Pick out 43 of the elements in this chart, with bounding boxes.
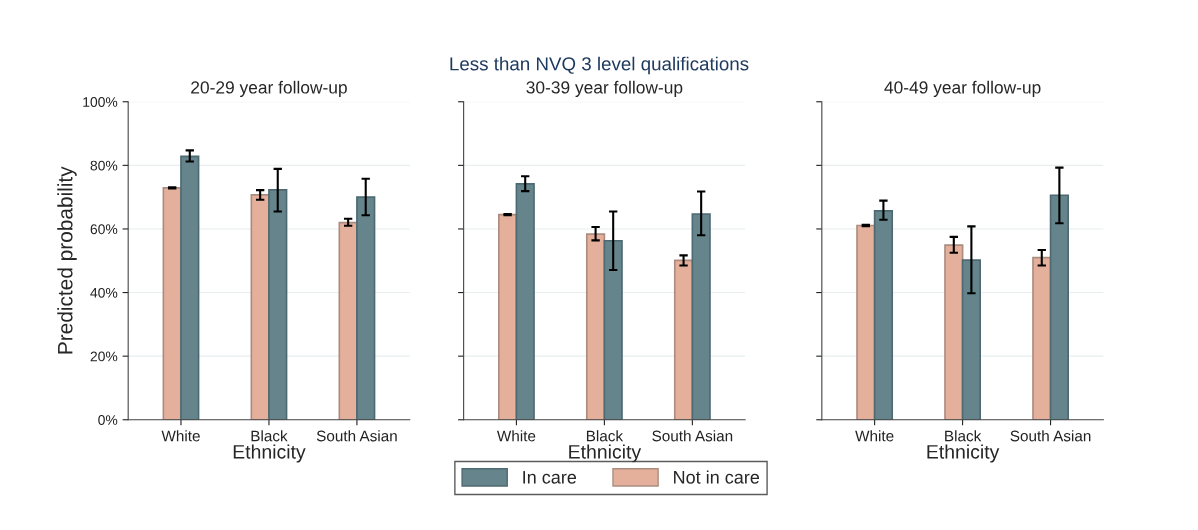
- bar: [497, 213, 518, 420]
- y-tick-label: 0%: [98, 415, 118, 425]
- y-tick-label: 40%: [90, 287, 118, 298]
- bar: [673, 259, 694, 420]
- bar: [250, 194, 270, 420]
- x-axis-title: Ethnicity: [927, 444, 1000, 463]
- legend-label: In care: [523, 471, 577, 484]
- y-tick-label: 20%: [90, 351, 118, 362]
- bar: [961, 259, 982, 420]
- bar: [944, 244, 964, 420]
- y-axis-title: Predicted probability: [57, 166, 77, 354]
- bar: [356, 196, 376, 420]
- x-tick-label: South Asian: [316, 430, 397, 442]
- bar: [1049, 194, 1070, 420]
- chart-title: 40-49 year follow-up: [884, 80, 1041, 98]
- y-tick-label: 100%: [83, 97, 118, 107]
- bar: [1032, 256, 1052, 420]
- bar: [180, 155, 200, 420]
- y-tick-label: 80%: [90, 160, 118, 171]
- bar: [873, 209, 894, 420]
- bar: [268, 189, 288, 420]
- bar: [162, 187, 182, 420]
- x-tick-label: Black: [945, 430, 982, 442]
- x-tick-label: South Asian: [1010, 430, 1091, 442]
- bar: [691, 213, 711, 420]
- x-tick-label: White: [161, 430, 200, 442]
- x-tick-label: White: [855, 430, 894, 442]
- x-tick-label: South Asian: [652, 430, 733, 442]
- text: Less than NVQ 3 level qualifications: [450, 56, 749, 75]
- bar: [603, 239, 623, 420]
- bar: [585, 233, 606, 420]
- y-tick-label: 60%: [90, 224, 118, 235]
- x-tick-label: Black: [586, 430, 624, 442]
- bar: [515, 182, 535, 420]
- x-axis-title: Ethnicity: [233, 444, 306, 463]
- x-axis-title: Ethnicity: [569, 444, 642, 463]
- bar: [856, 224, 876, 420]
- bar: [338, 221, 358, 420]
- legend-label: Not in care: [674, 470, 760, 484]
- x-tick-label: White: [496, 430, 536, 442]
- chart-title: 30-39 year follow-up: [526, 80, 683, 98]
- x-tick-label: Black: [251, 430, 288, 442]
- chart-title: 20-29 year follow-up: [191, 80, 347, 98]
